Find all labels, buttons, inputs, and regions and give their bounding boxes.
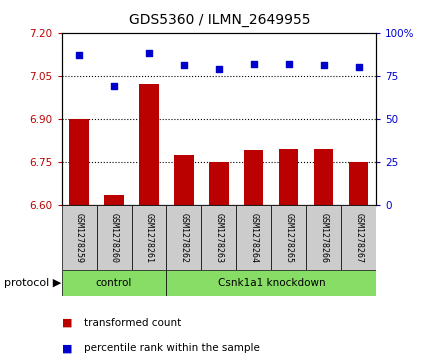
Text: GSM1278267: GSM1278267: [354, 213, 363, 263]
Point: [216, 66, 223, 72]
FancyBboxPatch shape: [132, 205, 166, 270]
Text: GSM1278262: GSM1278262: [180, 213, 188, 263]
Text: ■: ■: [62, 343, 72, 354]
Bar: [314, 149, 334, 205]
Text: GSM1278259: GSM1278259: [74, 213, 84, 263]
Point: [76, 52, 83, 58]
Bar: [349, 162, 368, 205]
Bar: [279, 149, 298, 205]
Bar: [139, 84, 158, 205]
FancyBboxPatch shape: [62, 205, 96, 270]
Text: GSM1278264: GSM1278264: [249, 213, 258, 263]
Text: control: control: [96, 278, 132, 288]
FancyBboxPatch shape: [306, 205, 341, 270]
Bar: [244, 151, 264, 205]
Text: percentile rank within the sample: percentile rank within the sample: [84, 343, 260, 354]
Text: GSM1278266: GSM1278266: [319, 213, 328, 263]
Text: GDS5360 / ILMN_2649955: GDS5360 / ILMN_2649955: [129, 13, 311, 27]
Point: [355, 64, 362, 70]
Bar: [70, 119, 89, 205]
FancyBboxPatch shape: [166, 205, 202, 270]
FancyBboxPatch shape: [271, 205, 306, 270]
FancyBboxPatch shape: [96, 205, 132, 270]
FancyBboxPatch shape: [62, 270, 166, 296]
Point: [110, 83, 117, 89]
Text: ■: ■: [62, 318, 72, 328]
Point: [180, 62, 187, 68]
Point: [146, 50, 153, 56]
Text: GSM1278260: GSM1278260: [110, 213, 118, 263]
Point: [250, 61, 257, 67]
Bar: [209, 162, 228, 205]
Bar: [174, 155, 194, 205]
Point: [285, 61, 292, 67]
Bar: [104, 195, 124, 205]
Text: GSM1278265: GSM1278265: [284, 213, 293, 263]
Text: transformed count: transformed count: [84, 318, 181, 328]
Text: GSM1278263: GSM1278263: [214, 213, 224, 263]
Text: protocol ▶: protocol ▶: [4, 278, 62, 288]
Text: Csnk1a1 knockdown: Csnk1a1 knockdown: [217, 278, 325, 288]
Text: GSM1278261: GSM1278261: [144, 213, 154, 263]
FancyBboxPatch shape: [166, 270, 376, 296]
Point: [320, 62, 327, 68]
FancyBboxPatch shape: [236, 205, 271, 270]
FancyBboxPatch shape: [202, 205, 236, 270]
FancyBboxPatch shape: [341, 205, 376, 270]
